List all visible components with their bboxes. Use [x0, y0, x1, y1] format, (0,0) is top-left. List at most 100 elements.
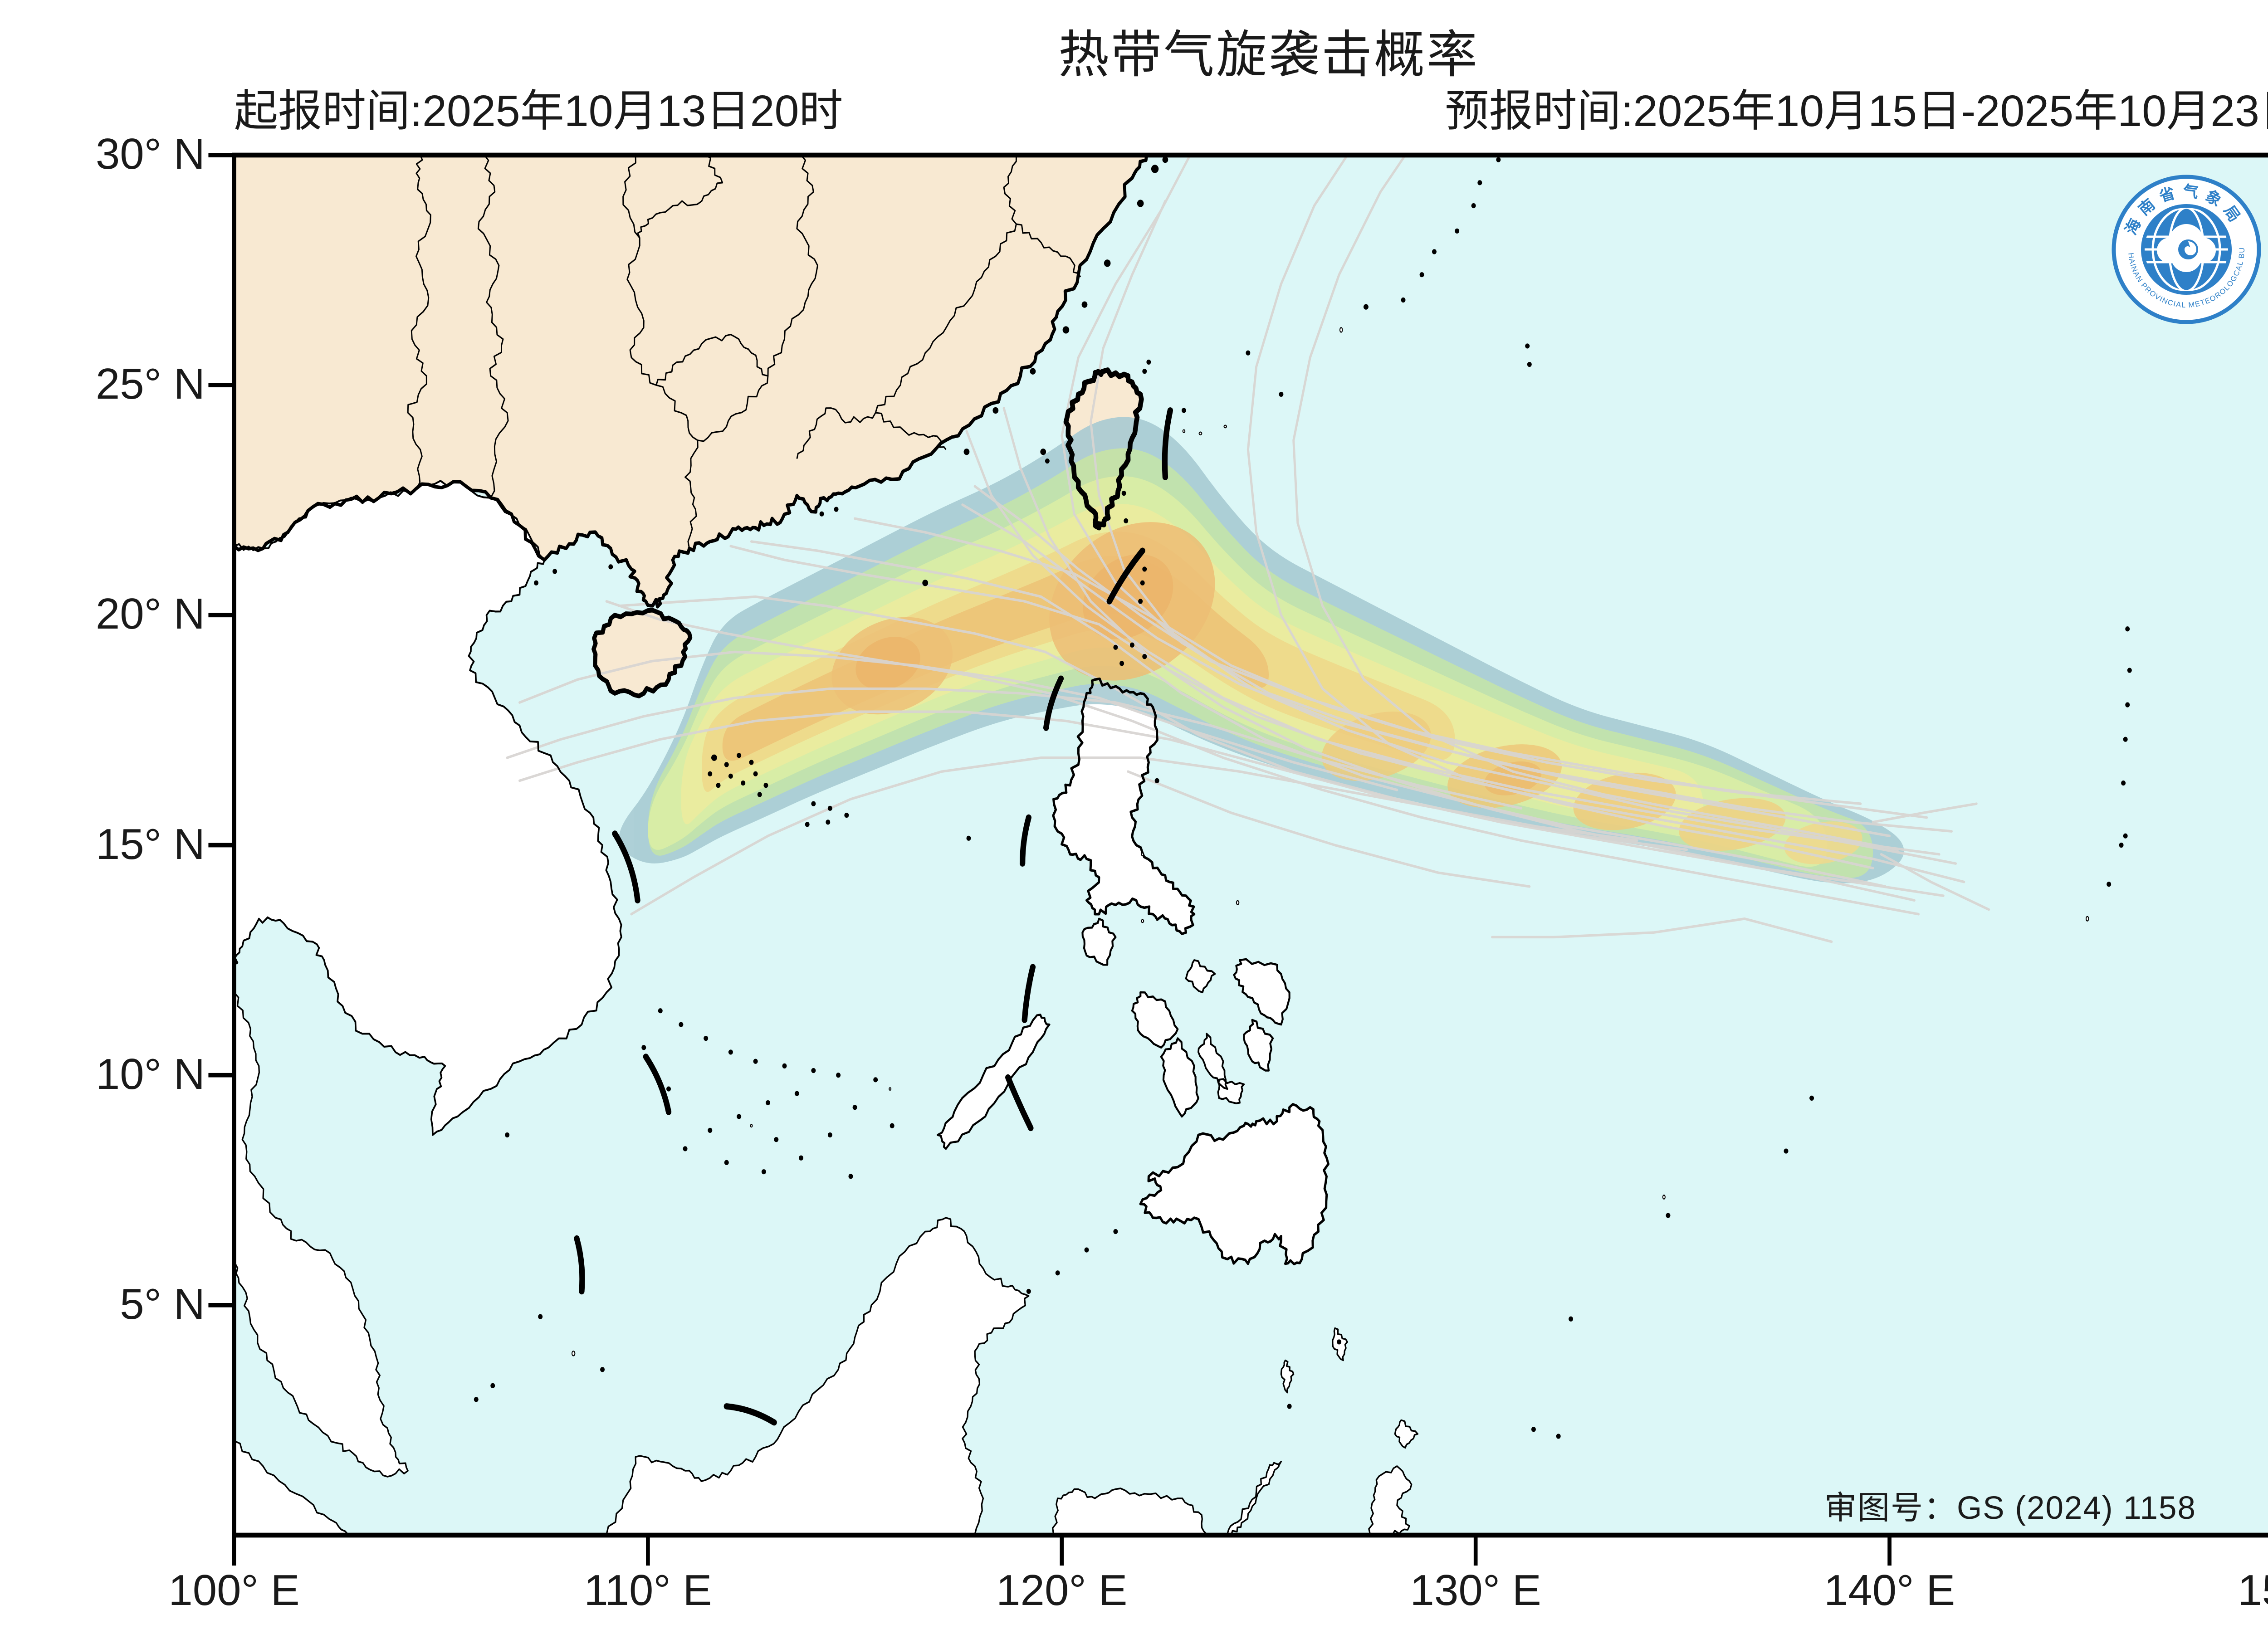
island-dot: [641, 1045, 646, 1050]
island-dot: [1525, 343, 1530, 349]
island-dot: [761, 1169, 766, 1175]
island-dot: [753, 771, 758, 776]
island-dot: [774, 1137, 779, 1142]
island-dot: [2127, 668, 2132, 673]
island-dot: [708, 1127, 713, 1133]
land-fill-panay: [1132, 992, 1178, 1048]
islet-outline: [1662, 1195, 1666, 1200]
land-fill-mindanao: [1140, 1104, 1329, 1264]
islet-outline: [1339, 327, 1343, 333]
island-dot: [474, 1397, 479, 1402]
island-dot: [1142, 566, 1147, 572]
island-dot: [763, 783, 768, 788]
lat-label-20: 20° N: [95, 590, 205, 639]
island-dot: [819, 511, 824, 517]
cyclone-track: [1292, 154, 1899, 851]
island-dot: [1287, 1404, 1292, 1409]
cyclone-track: [1127, 770, 1531, 888]
island-dot: [2125, 702, 2130, 707]
lat-label-25: 25° N: [95, 359, 205, 408]
island-dot: [1104, 259, 1111, 267]
logo-cloud: [2157, 224, 2216, 272]
island-dot: [737, 753, 742, 758]
island-dot: [1121, 490, 1126, 496]
ten-dash-segment: [1162, 407, 1173, 480]
probability-core: [1083, 554, 1173, 639]
island-dot: [1113, 1229, 1118, 1234]
ensemble-track-lines: [506, 154, 1990, 943]
island-dot: [1337, 1339, 1342, 1345]
island-dot: [724, 762, 729, 767]
island-dot: [666, 1086, 671, 1092]
island-dot: [827, 805, 832, 811]
island-dot: [1477, 180, 1482, 185]
island-dot: [827, 1132, 832, 1138]
island-dot: [490, 1383, 495, 1388]
province-border: [796, 224, 1017, 459]
land-fill-bohol: [1218, 1079, 1244, 1103]
coastline-samar: [1233, 958, 1290, 1026]
land-fill-sulawesi-a: [1052, 1488, 1207, 1534]
island-dot: [992, 407, 999, 414]
island-dot: [963, 449, 970, 455]
coastline-luzon: [1052, 678, 1196, 935]
subtitle-row: 起报时间:2025年10月13日20时 预报时间:2025年10月15日-202…: [234, 75, 2268, 139]
island-dot: [848, 1174, 853, 1179]
cyclone-track: [729, 545, 1965, 883]
island-dot: [1363, 304, 1369, 310]
island-dot: [966, 835, 971, 841]
cyclone-track: [965, 429, 1941, 856]
coastline-panay: [1131, 991, 1179, 1049]
map-canvas[interactable]: [208, 152, 2268, 1566]
island-dot: [600, 1367, 605, 1372]
island-dot: [922, 580, 929, 586]
island-dot: [728, 773, 733, 779]
island-dot: [1471, 203, 1476, 209]
coastline-palawan: [937, 1014, 1051, 1150]
island-dot: [798, 1155, 804, 1161]
lon-label-130: 130° E: [1410, 1566, 1541, 1615]
lon-label-120: 120° E: [996, 1566, 1128, 1615]
island-dot: [811, 1068, 816, 1073]
islet-outline: [1141, 852, 1144, 856]
island-dot: [1142, 654, 1147, 659]
island-dot: [658, 1008, 663, 1014]
coastline-talaud: [1332, 1327, 1348, 1361]
coastline-masbate: [1185, 959, 1216, 994]
island-dot: [741, 780, 746, 786]
island-dot: [1137, 200, 1144, 207]
coastline-sulawesi-a: [1052, 1488, 1207, 1535]
coastline-mindoro: [1081, 917, 1117, 966]
land-fill-luzon: [1053, 678, 1194, 934]
island-dot: [834, 507, 839, 512]
land-fill-malay-peninsula: [234, 992, 408, 1477]
coastline-sangihe: [1280, 1359, 1295, 1394]
island-dot: [765, 1100, 771, 1106]
island-dot: [716, 783, 721, 788]
coastline-leyte: [1243, 1019, 1274, 1072]
land-fill-palawan: [938, 1015, 1050, 1149]
island-dot: [1129, 642, 1134, 648]
cyclone-track: [605, 600, 1920, 916]
coastline-halmahera: [1368, 1465, 1413, 1535]
cyclone-track: [1002, 407, 1945, 897]
island-dot: [1455, 228, 1460, 234]
land-fill-borneo: [606, 1218, 1029, 1534]
island-dot: [782, 1063, 787, 1068]
island-dot: [2121, 780, 2126, 786]
province-border: [622, 155, 699, 549]
province-border: [697, 154, 818, 442]
island-dot: [1496, 157, 1501, 162]
map-area[interactable]: [208, 152, 2268, 1566]
land-fill-china-mainland: [234, 155, 1147, 607]
cyclone-track: [1880, 853, 1990, 911]
island-dot: [826, 820, 831, 825]
island-dot: [753, 1059, 758, 1064]
province-border: [477, 154, 509, 498]
island-dot: [1556, 1434, 1561, 1439]
land-fill-samar: [1234, 959, 1290, 1025]
coastline-morotai: [1394, 1419, 1419, 1449]
island-dot: [2107, 882, 2112, 887]
ten-dash-segment: [612, 830, 640, 904]
